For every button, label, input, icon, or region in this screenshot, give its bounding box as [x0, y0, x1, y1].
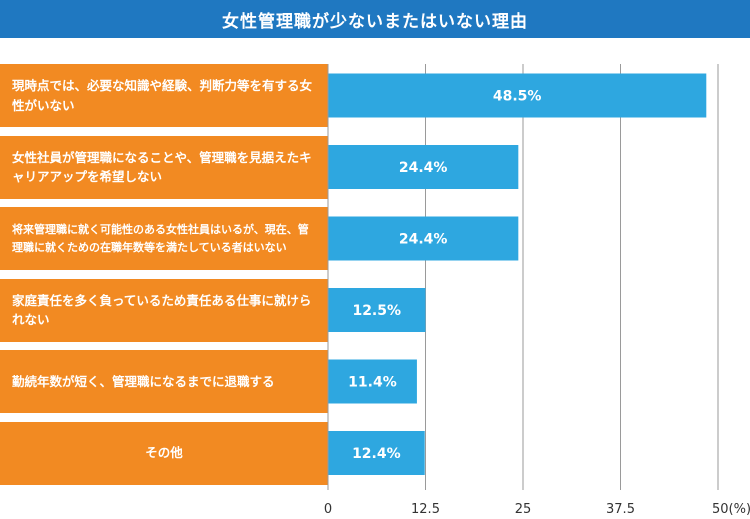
category-label: 将来管理職に就く可能性のある女性社員はいるが、現在、管理職に就くための在職年数等… — [0, 207, 328, 270]
x-tick-label: 25 — [515, 502, 532, 517]
bar-value-label: 12.4% — [352, 446, 401, 462]
category-label: 家庭責任を多く負っているため責任ある仕事に就けられない — [0, 278, 328, 342]
category-label: 現時点では、必要な知識や経験、判断力等を有する女性がいない — [0, 64, 328, 127]
x-tick-label: 50(%) — [712, 502, 750, 517]
category-label: 勤続年数が短く、管理職になるまでに退職する — [0, 350, 328, 413]
bar — [328, 216, 519, 261]
x-tick-label: 12.5 — [411, 502, 440, 517]
bar — [328, 145, 519, 189]
bar-value-label: 12.5% — [352, 303, 401, 319]
bar — [328, 431, 425, 475]
chart-title: 女性管理職が少ないまたはいない理由 — [0, 0, 750, 38]
bar — [328, 359, 417, 404]
bar-value-label: 48.5% — [493, 89, 542, 105]
bar-value-label: 11.4% — [348, 375, 397, 391]
category-label: 女性社員が管理職になることや、管理職を見据えたキャリアアップを希望しない — [0, 135, 328, 199]
bar — [328, 288, 426, 332]
x-tick-label: 0 — [324, 502, 332, 517]
bar-value-label: 24.4% — [399, 232, 448, 248]
category-label: その他 — [0, 421, 328, 485]
bar — [328, 73, 707, 118]
x-tick-label: 37.5 — [606, 502, 635, 517]
bar-value-label: 24.4% — [399, 160, 448, 176]
